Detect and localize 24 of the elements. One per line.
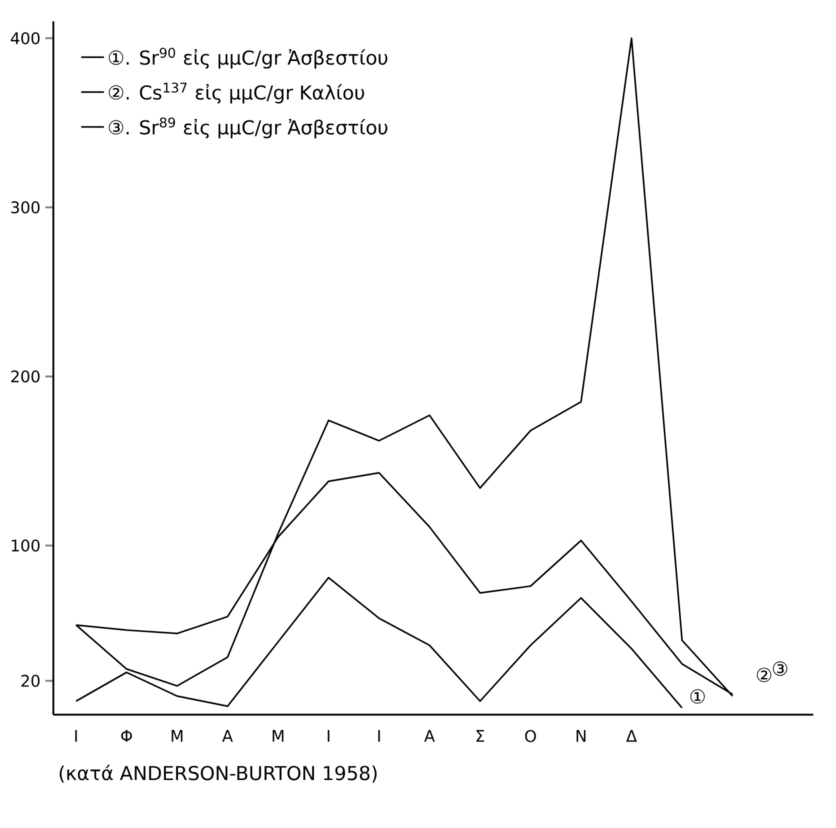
text: (κατά ANDERSON-BURTON 1958) xyxy=(60,764,377,783)
x-tick-label: Δ xyxy=(626,730,637,742)
annotation: ② xyxy=(756,668,772,682)
x-tick-label: Ι xyxy=(75,730,77,742)
y-tick-label: 300 xyxy=(11,201,40,214)
y-tick-label: 100 xyxy=(12,539,40,552)
annotation: ① xyxy=(690,689,705,704)
x-tick-label: Ι xyxy=(378,730,380,742)
x-tick-label: Α xyxy=(424,730,435,742)
legend-label: ①. Sr$^{90}$ εἰς μμC/gr Ἀσβεστίου xyxy=(108,48,388,69)
x-tick-label: Α xyxy=(222,730,233,742)
legend-label: ②. Cs$^{137}$ εἰς μμC/gr Καλίου xyxy=(108,82,364,104)
x-tick-label: Ι xyxy=(328,730,330,742)
x-tick-label: Φ xyxy=(121,730,132,742)
legend-label: ③. Sr$^{89}$ εἰς μμC/gr Ἀσβεστίου xyxy=(108,117,388,138)
x-tick-label: Μ xyxy=(272,730,284,742)
text: ③ xyxy=(772,661,788,676)
y-tick-label: 200 xyxy=(11,370,40,382)
x-tick-label: Ν xyxy=(576,730,586,742)
y-tick-label: 20 xyxy=(21,674,40,687)
x-tick-label: Ο xyxy=(525,730,536,742)
x-tick-label: Μ xyxy=(172,730,182,742)
y-tick-label: 400 xyxy=(10,32,40,44)
x-tick-label: Σ xyxy=(476,730,484,742)
